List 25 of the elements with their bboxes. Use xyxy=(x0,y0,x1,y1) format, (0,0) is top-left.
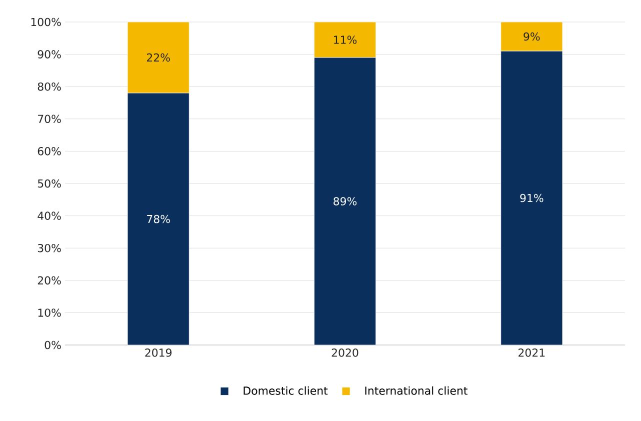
y-tick-label: 20% xyxy=(38,276,61,285)
legend-label: Domestic client xyxy=(244,386,328,395)
data-label: 9% xyxy=(524,32,540,41)
data-label: 78% xyxy=(147,214,170,224)
y-tick-label: 10% xyxy=(38,308,61,317)
data-label: 22% xyxy=(146,53,170,62)
x-tick-label: 2019 xyxy=(145,348,172,357)
legend-label: International client xyxy=(365,386,468,395)
y-tick-label: 70% xyxy=(38,114,61,124)
y-tick-label: 30% xyxy=(38,244,61,252)
bar xyxy=(127,92,190,345)
bar xyxy=(314,57,376,345)
y-tick-label: 40% xyxy=(38,212,61,220)
data-label: 91% xyxy=(520,194,544,202)
x-tick-label: 2020 xyxy=(332,348,358,357)
y-tick-label: 100% xyxy=(31,18,61,26)
y-tick-label: 50% xyxy=(38,179,61,188)
data-label: 11% xyxy=(334,36,357,44)
y-tick-label: 80% xyxy=(38,82,61,91)
data-label: 89% xyxy=(334,197,357,206)
x-tick-label: 2021 xyxy=(518,348,545,357)
bar xyxy=(500,50,563,345)
y-tick-label: 90% xyxy=(38,50,61,58)
y-tick-label: 0% xyxy=(44,340,61,350)
y-tick-label: 60% xyxy=(38,147,61,156)
